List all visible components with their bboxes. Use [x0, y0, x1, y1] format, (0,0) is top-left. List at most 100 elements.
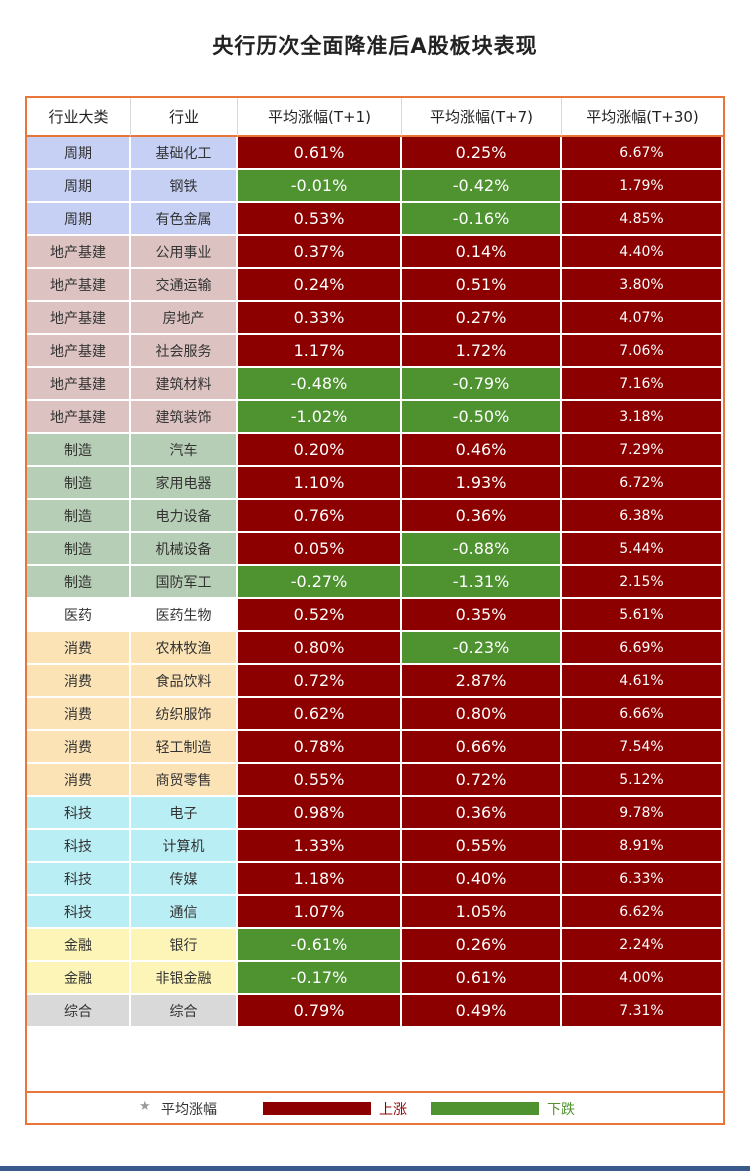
value-t30-cell: 6.69%	[562, 632, 723, 665]
value-t30-cell: 5.12%	[562, 764, 723, 797]
industry-cell: 医药生物	[131, 599, 238, 632]
category-cell: 医药	[27, 599, 131, 632]
category-cell: 消费	[27, 764, 131, 797]
value-t7-cell: 0.25%	[402, 137, 562, 170]
category-cell: 周期	[27, 203, 131, 236]
table-row: 制造 电力设备 0.76% 0.36% 6.38%	[27, 500, 723, 533]
value-t1-cell: -0.48%	[238, 368, 402, 401]
value-t1-cell: 0.37%	[238, 236, 402, 269]
value-t7-cell: 0.46%	[402, 434, 562, 467]
industry-cell: 农林牧渔	[131, 632, 238, 665]
value-t1-cell: 1.18%	[238, 863, 402, 896]
value-t7-cell: 0.66%	[402, 731, 562, 764]
value-t7-cell: 0.61%	[402, 962, 562, 995]
value-t30-cell: 8.91%	[562, 830, 723, 863]
sector-performance-table: 行业大类 行业 平均涨幅(T+1) 平均涨幅(T+7) 平均涨幅(T+30) 周…	[27, 98, 723, 1028]
value-t30-cell: 7.54%	[562, 731, 723, 764]
value-t1-cell: 0.20%	[238, 434, 402, 467]
value-t7-cell: -0.79%	[402, 368, 562, 401]
category-cell: 制造	[27, 566, 131, 599]
industry-cell: 公用事业	[131, 236, 238, 269]
legend-up-swatch	[263, 1102, 371, 1115]
category-cell: 科技	[27, 863, 131, 896]
table-row: 制造 国防军工 -0.27% -1.31% 2.15%	[27, 566, 723, 599]
value-t1-cell: 0.98%	[238, 797, 402, 830]
value-t1-cell: -0.01%	[238, 170, 402, 203]
table-row: 科技 计算机 1.33% 0.55% 8.91%	[27, 830, 723, 863]
bottom-divider	[0, 1166, 750, 1171]
industry-cell: 计算机	[131, 830, 238, 863]
value-t7-cell: 0.14%	[402, 236, 562, 269]
value-t30-cell: 6.33%	[562, 863, 723, 896]
value-t7-cell: 1.93%	[402, 467, 562, 500]
industry-cell: 房地产	[131, 302, 238, 335]
legend-title: 平均涨幅	[161, 1102, 217, 1118]
value-t1-cell: 0.78%	[238, 731, 402, 764]
value-t30-cell: 4.85%	[562, 203, 723, 236]
header-t7: 平均涨幅(T+7)	[402, 98, 562, 137]
value-t7-cell: 0.36%	[402, 797, 562, 830]
value-t30-cell: 6.62%	[562, 896, 723, 929]
category-cell: 消费	[27, 632, 131, 665]
value-t1-cell: -0.27%	[238, 566, 402, 599]
table-row: 地产基建 房地产 0.33% 0.27% 4.07%	[27, 302, 723, 335]
value-t7-cell: -0.16%	[402, 203, 562, 236]
table-row: 制造 汽车 0.20% 0.46% 7.29%	[27, 434, 723, 467]
value-t1-cell: 0.53%	[238, 203, 402, 236]
value-t30-cell: 4.61%	[562, 665, 723, 698]
value-t7-cell: -1.31%	[402, 566, 562, 599]
value-t7-cell: 0.80%	[402, 698, 562, 731]
value-t1-cell: 1.10%	[238, 467, 402, 500]
legend-up-label: 上涨	[379, 1102, 407, 1118]
value-t1-cell: -1.02%	[238, 401, 402, 434]
value-t1-cell: 0.72%	[238, 665, 402, 698]
table-row: 科技 传媒 1.18% 0.40% 6.33%	[27, 863, 723, 896]
value-t1-cell: -0.17%	[238, 962, 402, 995]
category-cell: 金融	[27, 929, 131, 962]
value-t30-cell: 7.06%	[562, 335, 723, 368]
value-t1-cell: 1.33%	[238, 830, 402, 863]
category-cell: 消费	[27, 698, 131, 731]
value-t30-cell: 3.18%	[562, 401, 723, 434]
industry-cell: 食品饮料	[131, 665, 238, 698]
table-row: 医药 医药生物 0.52% 0.35% 5.61%	[27, 599, 723, 632]
industry-cell: 机械设备	[131, 533, 238, 566]
value-t1-cell: 1.07%	[238, 896, 402, 929]
value-t7-cell: 0.49%	[402, 995, 562, 1028]
value-t7-cell: 1.05%	[402, 896, 562, 929]
industry-cell: 电力设备	[131, 500, 238, 533]
table-row: 地产基建 建筑装饰 -1.02% -0.50% 3.18%	[27, 401, 723, 434]
header-industry: 行业	[131, 98, 238, 137]
industry-cell: 非银金融	[131, 962, 238, 995]
category-cell: 制造	[27, 434, 131, 467]
category-cell: 科技	[27, 830, 131, 863]
table-row: 周期 钢铁 -0.01% -0.42% 1.79%	[27, 170, 723, 203]
table-row: 制造 家用电器 1.10% 1.93% 6.72%	[27, 467, 723, 500]
table-row: 消费 纺织服饰 0.62% 0.80% 6.66%	[27, 698, 723, 731]
value-t30-cell: 6.67%	[562, 137, 723, 170]
table-row: 综合 综合 0.79% 0.49% 7.31%	[27, 995, 723, 1028]
table-body: 周期 基础化工 0.61% 0.25% 6.67% 周期 钢铁 -0.01% -0.42% 1.7…	[27, 137, 723, 1028]
value-t30-cell: 6.72%	[562, 467, 723, 500]
chart-title: 央行历次全面降准后A股板块表现	[212, 34, 538, 58]
category-cell: 地产基建	[27, 368, 131, 401]
value-t7-cell: 0.55%	[402, 830, 562, 863]
industry-cell: 钢铁	[131, 170, 238, 203]
table-row: 地产基建 公用事业 0.37% 0.14% 4.40%	[27, 236, 723, 269]
value-t30-cell: 2.24%	[562, 929, 723, 962]
industry-cell: 国防军工	[131, 566, 238, 599]
table-header-row: 行业大类 行业 平均涨幅(T+1) 平均涨幅(T+7) 平均涨幅(T+30)	[27, 98, 723, 137]
value-t1-cell: 0.52%	[238, 599, 402, 632]
industry-cell: 建筑装饰	[131, 401, 238, 434]
value-t30-cell: 5.44%	[562, 533, 723, 566]
industry-cell: 通信	[131, 896, 238, 929]
industry-cell: 汽车	[131, 434, 238, 467]
table-row: 地产基建 交通运输 0.24% 0.51% 3.80%	[27, 269, 723, 302]
value-t7-cell: -0.42%	[402, 170, 562, 203]
value-t7-cell: 1.72%	[402, 335, 562, 368]
table-row: 科技 电子 0.98% 0.36% 9.78%	[27, 797, 723, 830]
value-t30-cell: 7.16%	[562, 368, 723, 401]
value-t7-cell: -0.50%	[402, 401, 562, 434]
value-t30-cell: 4.07%	[562, 302, 723, 335]
value-t30-cell: 6.38%	[562, 500, 723, 533]
